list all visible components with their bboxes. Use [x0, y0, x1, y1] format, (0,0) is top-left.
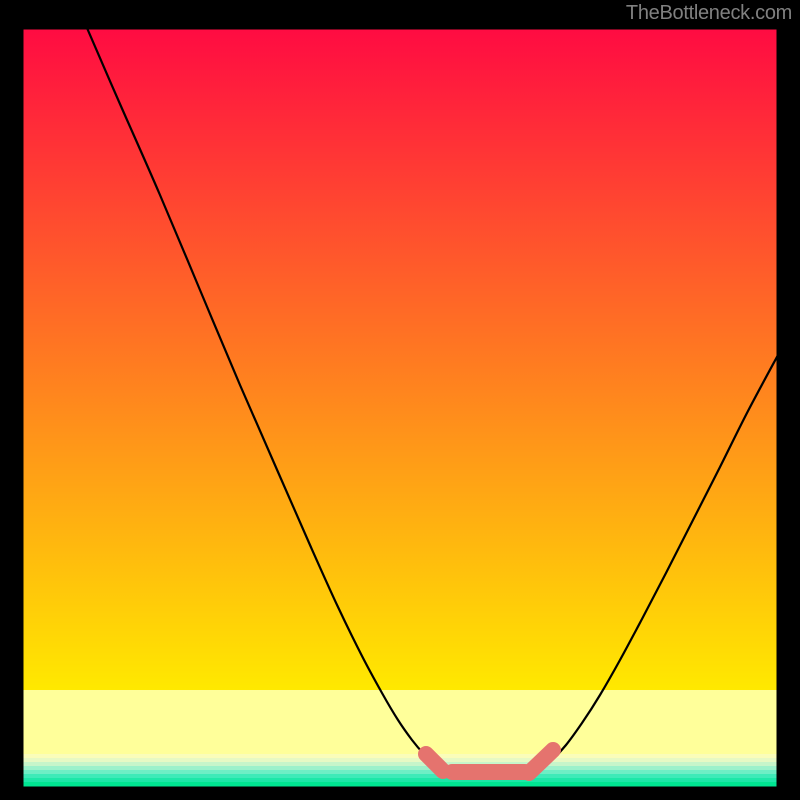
- background-bands: [22, 690, 778, 788]
- background-gradient: [22, 28, 778, 690]
- bottleneck-chart: [0, 0, 800, 800]
- watermark-text: TheBottleneck.com: [626, 2, 792, 25]
